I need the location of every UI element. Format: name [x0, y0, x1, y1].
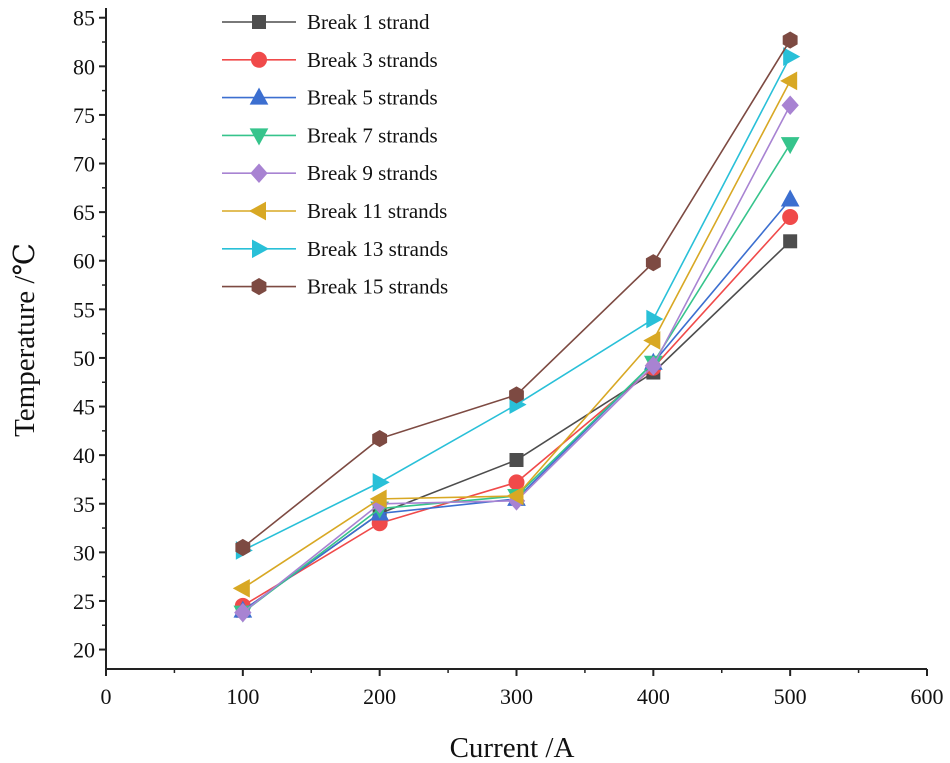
data-point — [234, 602, 252, 623]
legend-marker — [250, 163, 268, 183]
data-point — [372, 473, 390, 492]
legend-item: Break 9 strands — [222, 161, 438, 185]
y-tick-label: 20 — [73, 638, 95, 663]
data-point — [509, 453, 524, 468]
data-point — [782, 208, 799, 225]
legend-item: Break 15 strands — [222, 275, 448, 299]
y-tick-label: 45 — [73, 395, 95, 420]
legend-label: Break 15 strands — [307, 275, 448, 299]
data-point — [781, 95, 799, 115]
series-break-3-strands — [234, 208, 799, 614]
y-tick-label: 65 — [73, 200, 95, 225]
legend-label: Break 9 strands — [307, 161, 438, 185]
x-tick-label: 200 — [363, 684, 396, 709]
legend-marker — [251, 51, 267, 68]
y-tick-label: 35 — [73, 492, 95, 517]
data-point — [780, 71, 798, 91]
y-axis-title: Temperature /℃ — [9, 243, 41, 437]
legend-label: Break 7 strands — [307, 123, 438, 147]
y-tick-label: 40 — [73, 443, 95, 468]
legend-item: Break 5 strands — [222, 86, 438, 110]
legend-marker — [252, 15, 266, 29]
data-point — [783, 47, 801, 66]
x-tick-label: 0 — [101, 684, 112, 709]
y-tick-label: 25 — [73, 589, 95, 614]
y-tick-label: 70 — [73, 152, 95, 177]
data-point — [782, 31, 798, 49]
legend-item: Break 3 strands — [222, 48, 438, 72]
y-tick-label: 75 — [73, 103, 95, 128]
y-tick-label: 85 — [73, 6, 95, 31]
legend-label: Break 11 strands — [307, 199, 447, 223]
series-break-15-strands — [235, 31, 798, 557]
legend-item: Break 11 strands — [222, 199, 447, 223]
legend-marker — [251, 278, 267, 296]
x-tick-label: 600 — [911, 684, 944, 709]
axes: 20 25 30 35 40 45 50 55 60 65 70 75 80 85 0 100 200 300 40… — [73, 6, 944, 709]
y-tick-label: 50 — [73, 346, 95, 371]
data-point — [369, 489, 387, 509]
legend-label: Break 13 strands — [307, 237, 448, 261]
x-tick-label: 300 — [500, 684, 533, 709]
legend-label: Break 5 strands — [307, 86, 438, 110]
data-point — [235, 538, 251, 557]
legend-item: Break 1 strand — [222, 10, 430, 34]
data-point — [232, 578, 250, 598]
x-tick-label: 400 — [637, 684, 670, 709]
data-point — [506, 486, 524, 506]
legend-item: Break 7 strands — [222, 123, 438, 147]
data-point — [783, 234, 798, 249]
legend-marker — [249, 128, 269, 146]
data-point — [646, 309, 664, 329]
legend-marker — [252, 239, 270, 259]
legend-marker — [249, 87, 269, 105]
x-axis-title: Current /A — [450, 732, 575, 763]
y-tick-label: 30 — [73, 540, 95, 565]
data-point — [372, 430, 388, 448]
x-tick-label: 100 — [226, 684, 259, 709]
data-point — [509, 386, 524, 404]
x-tick-label: 500 — [774, 684, 807, 709]
y-tick-label: 80 — [73, 54, 95, 79]
series-group — [232, 31, 801, 623]
data-point — [643, 331, 661, 350]
legend-label: Break 1 strand — [307, 10, 430, 34]
legend-marker — [248, 201, 266, 221]
series-break-11-strands — [232, 71, 798, 598]
legend: Break 1 strand Break 3 strands Break 5 str… — [222, 10, 448, 299]
data-point — [780, 189, 800, 207]
data-point — [644, 355, 663, 376]
legend-item: Break 13 strands — [222, 237, 448, 261]
legend-label: Break 3 strands — [307, 48, 438, 72]
y-tick-label: 55 — [73, 297, 95, 322]
series-line — [242, 80, 791, 589]
y-tick-label: 60 — [73, 249, 95, 274]
data-point — [780, 137, 800, 155]
data-point — [645, 254, 661, 272]
